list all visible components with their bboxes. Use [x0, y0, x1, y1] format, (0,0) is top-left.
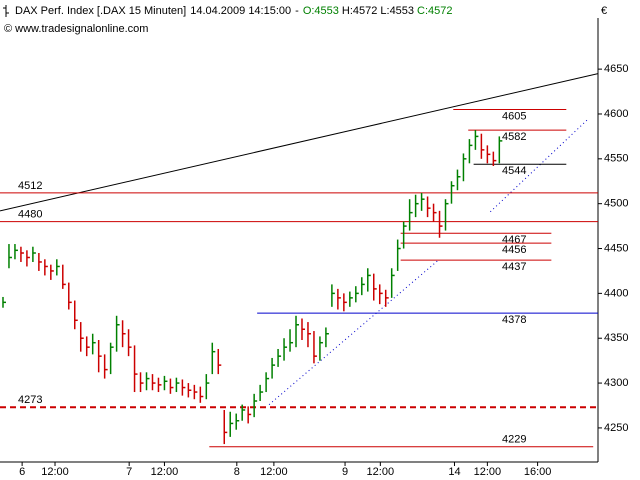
header-datetime: 14.04.2009 14:15:00 [190, 5, 291, 17]
x-tick-label: 16:00 [524, 466, 552, 478]
header: DAX Perf. Index [.DAX 15 Minuten] 14.04.2… [15, 5, 453, 17]
y-tick-label: 4300 [604, 377, 628, 389]
level-label: 4480 [18, 209, 42, 221]
level-label: 4512 [18, 180, 42, 192]
level-label: 4582 [502, 131, 526, 143]
bar-icon [3, 5, 9, 17]
currency: € [601, 5, 607, 17]
y-tick-label: 4450 [604, 242, 628, 254]
level-label: 4437 [502, 261, 526, 273]
header-quote: L:4553 [380, 5, 414, 17]
y-tick-label: 4400 [604, 287, 628, 299]
header-quote: O:4553 [303, 5, 339, 17]
y-tick-label: 4650 [604, 63, 628, 75]
y-tick-label: 4600 [604, 108, 628, 120]
y-tick-label: 4500 [604, 198, 628, 210]
x-tick-label: 6 [19, 466, 25, 478]
level-label: 4544 [502, 165, 526, 177]
x-tick-label: 7 [126, 466, 132, 478]
level-label: 4605 [502, 110, 526, 122]
x-tick-label: 12:00 [151, 466, 179, 478]
x-tick-label: 14 [448, 466, 460, 478]
source: © www.tradesignalonline.com [4, 23, 148, 35]
header-separator: - [295, 5, 299, 17]
trendline [0, 73, 599, 212]
x-tick-label: 9 [342, 466, 348, 478]
level-label: 4273 [18, 394, 42, 406]
level-label: 4378 [502, 314, 526, 326]
header-quote: H:4572 [342, 5, 377, 17]
level-label: 4456 [502, 244, 526, 256]
x-tick-label: 12:00 [367, 466, 395, 478]
x-tick-label: 12:00 [474, 466, 502, 478]
header-quote: C:4572 [417, 5, 452, 17]
level-label: 4229 [502, 434, 526, 446]
y-tick-label: 4250 [604, 422, 628, 434]
x-tick-label: 12:00 [260, 466, 288, 478]
y-tick-label: 4550 [604, 153, 628, 165]
x-tick-label: 12:00 [41, 466, 69, 478]
y-tick-label: 4350 [604, 332, 628, 344]
x-tick-label: 8 [234, 466, 240, 478]
header-symbol: DAX Perf. Index [.DAX 15 Minuten] [15, 5, 186, 17]
